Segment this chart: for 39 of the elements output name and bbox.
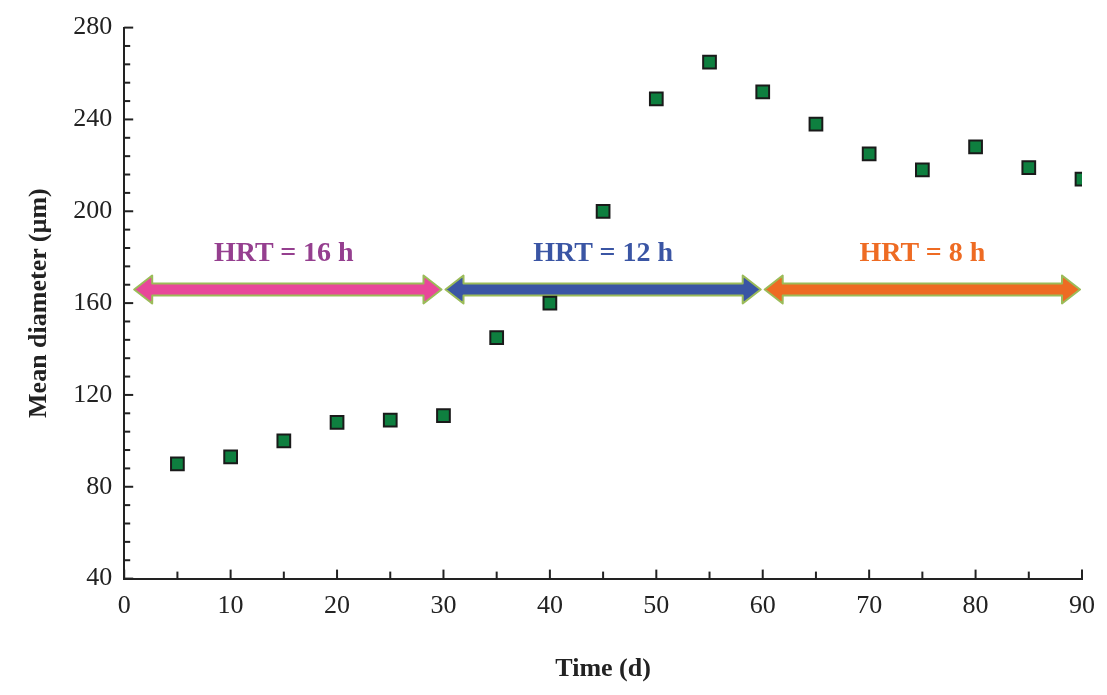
- y-tick-label: 120: [73, 378, 113, 408]
- x-tick-label: 10: [217, 590, 244, 620]
- point: [808, 116, 824, 132]
- point: [276, 433, 292, 449]
- x-tick-label: 0: [117, 590, 131, 620]
- point: [1021, 160, 1037, 176]
- point: [648, 91, 664, 107]
- point: [861, 146, 877, 162]
- x-axis-title: Time (d): [555, 653, 651, 683]
- point: [968, 139, 983, 155]
- annotation: HRT = 12 h: [533, 235, 674, 267]
- y-tick-label: 40: [86, 562, 113, 592]
- point: [542, 295, 558, 311]
- y-tick-label: 160: [73, 286, 113, 316]
- x-tick-label: 90: [1069, 590, 1095, 620]
- x-tick-label: 80: [962, 590, 989, 620]
- x-tick-label: 50: [643, 590, 670, 620]
- point: [329, 415, 345, 430]
- y-tick-label: 240: [73, 103, 113, 133]
- y-tick-label: 200: [73, 195, 113, 225]
- x-tick-label: 70: [856, 590, 883, 620]
- annotation: HRT = 8 h: [859, 235, 986, 267]
- point: [489, 330, 505, 345]
- point: [755, 84, 771, 100]
- point: [170, 456, 185, 472]
- point: [915, 162, 930, 178]
- y-tick-label: 280: [73, 11, 113, 41]
- annotation: HRT = 16 h: [213, 235, 355, 267]
- x-tick-label: 30: [430, 590, 457, 620]
- point: [702, 54, 717, 70]
- point: [382, 412, 398, 428]
- y-axis-title: Mean diameter (µm): [23, 188, 53, 418]
- x-tick-label: 60: [749, 590, 776, 620]
- point: [595, 203, 611, 219]
- x-tick-label: 40: [536, 590, 563, 620]
- x-tick-label: 20: [324, 590, 351, 620]
- point: [223, 449, 238, 465]
- y-tick-label: 80: [86, 470, 113, 500]
- point: [436, 408, 451, 423]
